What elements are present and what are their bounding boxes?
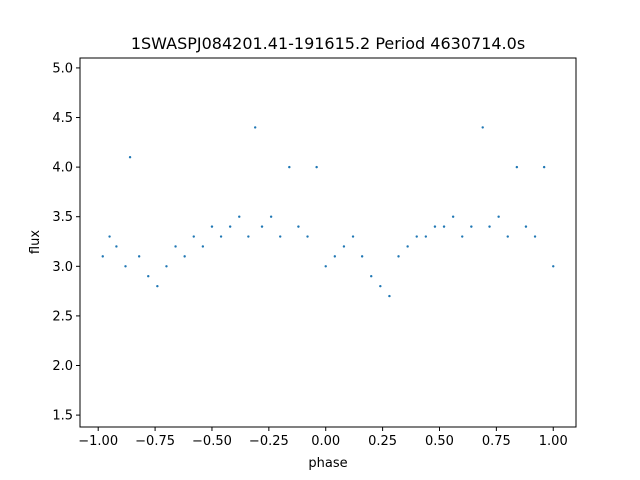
chart-title: 1SWASPJ084201.41-191615.2 Period 4630714… <box>131 34 525 53</box>
data-point <box>442 225 446 228</box>
data-point <box>128 155 132 159</box>
data-point <box>210 225 214 228</box>
data-point <box>115 245 118 248</box>
x-tick-label: −0.25 <box>249 434 289 449</box>
data-point <box>324 265 327 268</box>
data-point <box>147 275 150 278</box>
data-point <box>397 255 400 258</box>
data-point <box>370 275 373 278</box>
y-tick-label: 3.5 <box>52 210 73 225</box>
data-point <box>481 126 484 129</box>
data-point <box>451 215 455 218</box>
data-point <box>488 225 491 228</box>
data-point <box>156 284 159 288</box>
y-axis-label: flux <box>28 230 43 254</box>
x-tick-label: 1.00 <box>539 434 568 449</box>
plot-area <box>79 57 577 428</box>
x-tick-label: 0.50 <box>425 434 454 449</box>
data-point <box>201 245 205 248</box>
data-point <box>137 255 141 258</box>
data-point <box>306 235 309 238</box>
data-point <box>315 165 318 169</box>
y-tick-label: 1.5 <box>52 409 73 424</box>
data-point <box>238 215 241 218</box>
data-point <box>288 165 291 169</box>
data-point <box>174 245 177 248</box>
data-point <box>342 245 346 248</box>
y-tick-label: 2.0 <box>52 359 73 374</box>
data-point <box>192 235 195 238</box>
x-tick-label: 0.75 <box>482 434 511 449</box>
data-point <box>552 265 555 268</box>
data-point <box>260 225 264 228</box>
x-tick-label: 0.00 <box>311 434 340 449</box>
data-point <box>506 235 509 238</box>
data-point <box>247 235 250 238</box>
x-axis-ticks: −1.00 −0.75 −0.50 −0.25 0.00 0.25 0.50 0.75 1.00 <box>78 427 568 449</box>
data-point <box>333 255 337 258</box>
data-point <box>406 245 409 248</box>
y-tick-label: 4.5 <box>52 111 73 126</box>
data-point <box>533 235 537 238</box>
data-point <box>269 215 273 218</box>
y-tick-label: 5.0 <box>52 61 73 76</box>
data-point <box>165 265 168 268</box>
data-point <box>219 235 223 238</box>
data-point <box>228 225 232 228</box>
data-point <box>497 215 500 218</box>
data-point <box>379 284 382 288</box>
data-point <box>279 235 282 238</box>
y-tick-label: 3.0 <box>52 260 73 275</box>
x-tick-label: −0.75 <box>135 434 175 449</box>
data-point <box>360 255 364 258</box>
data-point <box>124 265 127 268</box>
x-tick-label: −0.50 <box>192 434 232 449</box>
data-point <box>388 294 391 298</box>
y-axis-ticks: 1.5 2.0 2.5 3.0 3.5 4.0 4.5 5.0 <box>52 61 80 424</box>
data-point <box>253 126 257 129</box>
data-point <box>461 235 464 238</box>
scatter-points <box>101 126 555 298</box>
data-point <box>433 225 437 228</box>
data-point <box>101 255 104 258</box>
y-tick-label: 4.0 <box>52 161 73 176</box>
axes-frame <box>79 57 577 428</box>
data-point <box>515 165 519 169</box>
data-point <box>183 255 186 258</box>
data-point <box>108 235 111 238</box>
y-tick-label: 2.5 <box>52 309 73 324</box>
x-tick-label: −1.00 <box>78 434 118 449</box>
x-tick-label: 0.25 <box>368 434 397 449</box>
data-point <box>415 235 418 238</box>
data-point <box>424 235 428 238</box>
data-point <box>524 225 528 228</box>
x-axis-label: phase <box>308 456 347 471</box>
data-point <box>297 225 300 228</box>
data-point <box>351 235 355 238</box>
data-point <box>470 225 473 228</box>
data-point <box>542 165 546 169</box>
